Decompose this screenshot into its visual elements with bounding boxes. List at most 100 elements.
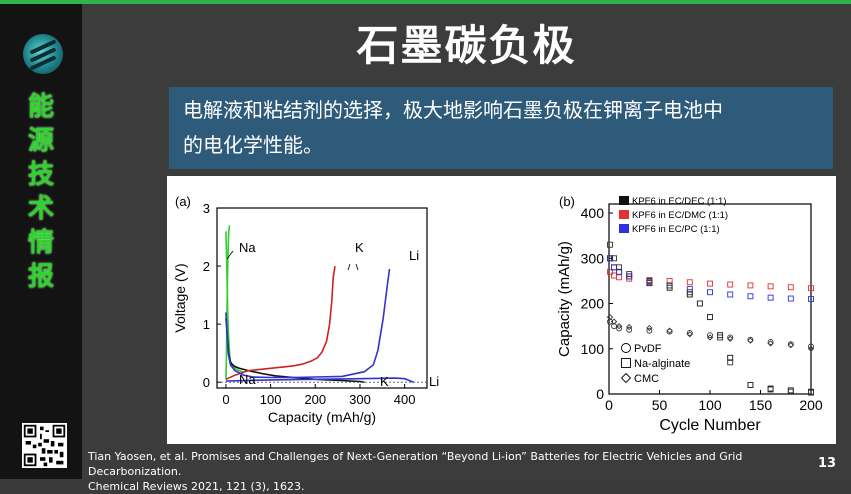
x-tick-label: 150 [749, 397, 773, 413]
data-point [610, 318, 618, 325]
series-line [225, 377, 414, 383]
data-point [767, 340, 774, 347]
data-point [787, 342, 794, 349]
x-tick-label: 400 [394, 392, 416, 407]
x-tick-label: 200 [799, 397, 823, 413]
data-point [616, 325, 623, 332]
data-point [686, 331, 693, 338]
data-point [747, 336, 754, 343]
data-point [727, 281, 734, 288]
sidebar-title-char: 情 [27, 228, 54, 258]
data-point [607, 268, 613, 275]
data-point [696, 300, 703, 307]
sidebar: 能 源 技 术 情 报 [0, 4, 82, 479]
y-tick-label: 200 [581, 296, 605, 312]
y-tick-label: 3 [203, 201, 210, 216]
data-point [747, 382, 754, 388]
data-point [707, 280, 713, 287]
annotation-pointer [226, 250, 234, 260]
data-point [706, 334, 714, 341]
data-point [747, 293, 754, 300]
curve-annotation: Li [409, 248, 419, 263]
legend-marker [621, 358, 631, 368]
x-tick-label: 0 [605, 397, 613, 413]
x-axis-label: Capacity (mAh/g) [268, 409, 376, 425]
legend-swatch [619, 224, 629, 233]
y-tick-label: 100 [581, 341, 605, 357]
data-point [727, 335, 734, 342]
data-point [646, 327, 653, 334]
legend-marker [621, 343, 631, 353]
legend-label: Na-alginate [634, 358, 690, 370]
citation: Tian Yaosen, et al. Promises and Challen… [88, 449, 788, 494]
y-tick-label: 2 [203, 259, 210, 274]
legend-swatch [619, 196, 629, 205]
sidebar-title-char: 源 [27, 126, 54, 156]
data-point [626, 323, 633, 331]
data-point [707, 289, 713, 296]
data-point [607, 241, 613, 248]
legend-marker [620, 372, 632, 384]
data-point [615, 323, 623, 330]
data-point [666, 277, 673, 284]
plot-frame-a [216, 207, 428, 389]
curve-annotation: K [355, 240, 364, 255]
panel-label: (a) [175, 194, 191, 209]
data-point [787, 295, 794, 302]
annotation-pointer [347, 263, 351, 271]
data-point [606, 313, 614, 321]
sidebar-vertical-title: 能 源 技 术 情 报 [22, 90, 60, 294]
legend-label: KPF6 in EC/PC (1:1) [632, 224, 720, 235]
data-point [686, 286, 693, 292]
data-point [727, 359, 734, 366]
sidebar-title-char: 能 [27, 92, 54, 122]
legend-label: PvDF [634, 343, 662, 355]
y-tick-label: 300 [581, 250, 605, 266]
y-axis-label: Voltage (V) [172, 263, 188, 332]
annotation-pointer [355, 263, 359, 271]
figure-panel: 0 100 200 300 400 0 1 2 3 (a) Capacity (mAh/g) Volt… [167, 176, 836, 444]
citation-line-2: Chemical Reviews 2021, 121 (3), 1623. [88, 480, 305, 493]
legend-label: KPF6 in EC/DMC (1:1) [632, 210, 728, 221]
x-axis-label: Cycle Number [659, 417, 761, 434]
figure-charts: 0 100 200 300 400 0 1 2 3 (a) Capacity (mAh/g) Volt… [172, 194, 823, 434]
sidebar-title-char: 术 [27, 194, 54, 224]
curve-annotation: Na [239, 372, 256, 387]
legend-label: KPF6 in EC/DEC (1:1) [632, 196, 727, 207]
logo-icon [23, 34, 63, 74]
data-point [616, 274, 623, 281]
data-point [787, 284, 794, 291]
sidebar-title-char: 技 [27, 160, 54, 190]
data-point [767, 294, 774, 301]
highlight-textbox: 电解液和粘结剂的选择，极大地影响石墨负极在钾离子电池中 的电化学性能。 [169, 87, 833, 169]
slide-title: 石墨碳负极 [356, 21, 577, 70]
series-line [225, 268, 391, 379]
data-point [767, 339, 774, 345]
data-point [727, 354, 734, 361]
qr-code-icon [22, 423, 67, 468]
x-tick-label: 50 [652, 397, 668, 413]
data-point [787, 341, 794, 348]
data-point [696, 300, 703, 307]
data-point [767, 386, 774, 393]
data-point [727, 334, 734, 341]
data-point [807, 345, 815, 352]
data-point [707, 314, 713, 321]
x-tick-label: 100 [260, 392, 282, 407]
y-axis-label: Capacity (mAh/g) [556, 241, 573, 357]
data-point [666, 282, 673, 289]
data-point [626, 271, 633, 278]
x-tick-label: 300 [349, 392, 371, 407]
top-accent-bar [0, 0, 851, 4]
curve-annotation: Na [239, 240, 256, 255]
y-tick-label: 0 [596, 386, 604, 402]
data-point [686, 329, 693, 336]
slide-content: 石墨碳负极 电解液和粘结剂的选择，极大地影响石墨负极在钾离子电池中 的电化学性能… [82, 4, 851, 493]
data-point [767, 283, 774, 290]
data-point [787, 388, 794, 395]
curve-annotation: K [380, 374, 389, 389]
data-point [808, 285, 814, 292]
textbox-line-2: 的电化学性能。 [183, 133, 323, 157]
x-tick-label: 0 [222, 392, 229, 407]
data-point [666, 328, 673, 335]
